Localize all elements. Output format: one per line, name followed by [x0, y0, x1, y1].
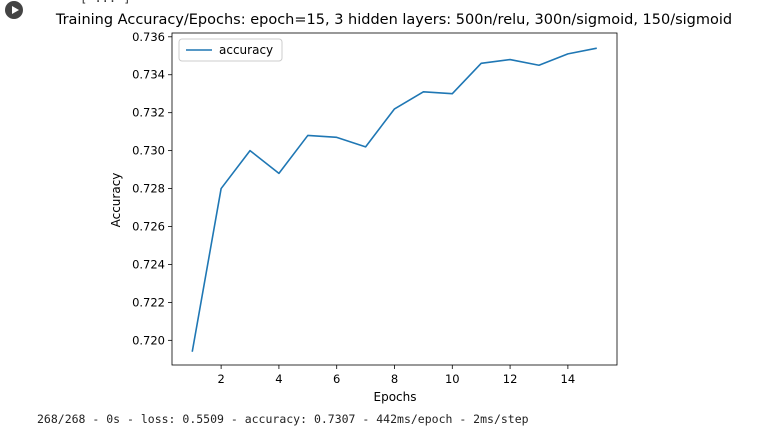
- y-tick-label: 0.724: [132, 257, 165, 271]
- x-tick-label: 6: [333, 372, 340, 386]
- x-tick-label: 14: [561, 372, 576, 386]
- y-tick-label: 0.730: [132, 144, 165, 158]
- y-tick-label: 0.728: [132, 182, 165, 196]
- x-axis-label: Epochs: [374, 390, 417, 404]
- x-tick-label: 8: [391, 372, 398, 386]
- y-tick-label: 0.732: [132, 106, 165, 120]
- legend-box: [178, 38, 283, 62]
- y-tick-label: 0.722: [132, 295, 165, 309]
- x-tick-label: 2: [217, 372, 224, 386]
- chart-legend: accuracy: [178, 38, 283, 62]
- y-tick-label: 0.734: [132, 68, 165, 82]
- y-axis-label: Accuracy: [109, 173, 123, 228]
- legend-label: accuracy: [219, 43, 273, 57]
- chart-title: Training Accuracy/Epochs: epoch=15, 3 hi…: [55, 12, 732, 28]
- y-tick-label: 0.726: [132, 220, 165, 234]
- x-tick-label: 10: [445, 372, 460, 386]
- y-tick-label: 0.720: [132, 333, 165, 347]
- run-cell-button[interactable]: [5, 1, 23, 19]
- clipped-output-text: [ ... ]: [80, 0, 131, 5]
- series-line-accuracy: [191, 47, 597, 352]
- y-tick-label: 0.736: [132, 30, 165, 44]
- x-tick-label: 4: [275, 372, 282, 386]
- plot-frame: [171, 32, 618, 366]
- x-tick-label: 12: [503, 372, 518, 386]
- training-log-line: 268/268 - 0s - loss: 0.5509 - accuracy: …: [37, 412, 529, 426]
